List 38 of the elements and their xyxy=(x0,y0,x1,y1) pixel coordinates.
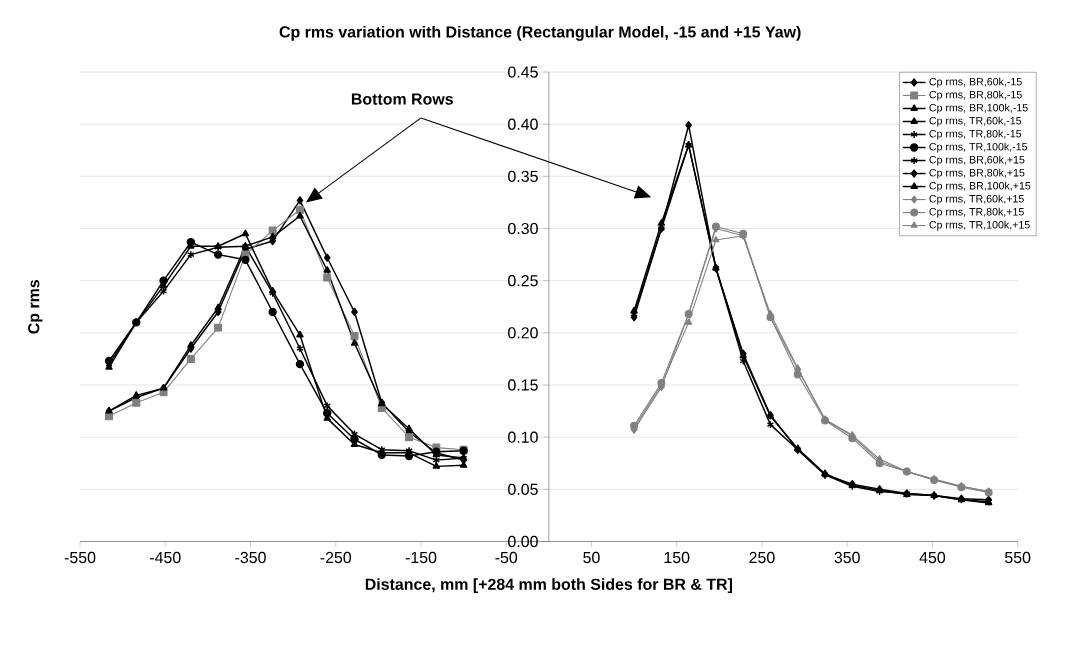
annotation: Bottom Rows xyxy=(351,93,453,105)
x-tick-label: 50 xyxy=(583,551,600,564)
x-tick-label: -50 xyxy=(495,551,518,564)
x-tick-label: 550 xyxy=(1004,551,1031,564)
y-tick-label: 0.25 xyxy=(508,274,538,287)
legend-label: Cp rms, BR,100k,+15 xyxy=(929,181,1031,192)
y-tick-label: 0.15 xyxy=(508,379,538,391)
y-tick-label: 0.05 xyxy=(508,483,538,495)
legend-label: Cp rms, TR,100k,-15 xyxy=(929,142,1028,153)
legend-label: Cp rms, BR,80k,-15 xyxy=(929,90,1022,101)
x-tick-label: 350 xyxy=(834,551,860,564)
x-tick-label: 450 xyxy=(919,551,946,564)
legend-label: Cp rms, TR,80k,+15 xyxy=(929,207,1024,218)
y-tick-label: 0.30 xyxy=(508,222,538,235)
legend-label: Cp rms, TR,60k,-15 xyxy=(929,116,1022,127)
chart-title: Cp rms variation with Distance (Rectangular Model, -15 and +15 Yaw) xyxy=(279,25,801,41)
x-tick-label: -550 xyxy=(64,551,96,564)
y-tick-label: 0.35 xyxy=(508,170,538,182)
x-tick-label: -350 xyxy=(235,551,266,564)
legend-label: Cp rms, BR,60k,+15 xyxy=(929,155,1025,166)
x-tick-label: -450 xyxy=(150,551,181,564)
y-tick-label: 0.20 xyxy=(508,327,538,339)
legend-label: Cp rms, BR,80k,+15 xyxy=(929,168,1025,179)
x-axis-title: Distance, mm [+284 mm both Sides for BR & TR] xyxy=(365,578,732,593)
x-tick-label: 150 xyxy=(664,551,690,564)
legend-label: Cp rms, BR,60k,-15 xyxy=(929,77,1022,88)
legend-label: Cp rms, TR,80k,-15 xyxy=(929,129,1022,140)
x-tick-label: 250 xyxy=(749,551,775,564)
x-tick-label: -250 xyxy=(320,551,352,564)
legend-label: Cp rms, TR,60k,+15 xyxy=(929,194,1024,205)
legend-label: Cp rms, TR,100k,+15 xyxy=(929,220,1030,231)
y-tick-label: 0.10 xyxy=(508,431,538,443)
y-tick-label: 0.40 xyxy=(508,118,538,130)
y-axis-title: Cp rms xyxy=(28,279,43,334)
legend-label: Cp rms, BR,100k,-15 xyxy=(929,103,1028,114)
y-tick-label: 0.00 xyxy=(508,535,538,548)
x-tick-label: -150 xyxy=(405,551,437,564)
y-tick-label: 0.45 xyxy=(508,66,538,78)
